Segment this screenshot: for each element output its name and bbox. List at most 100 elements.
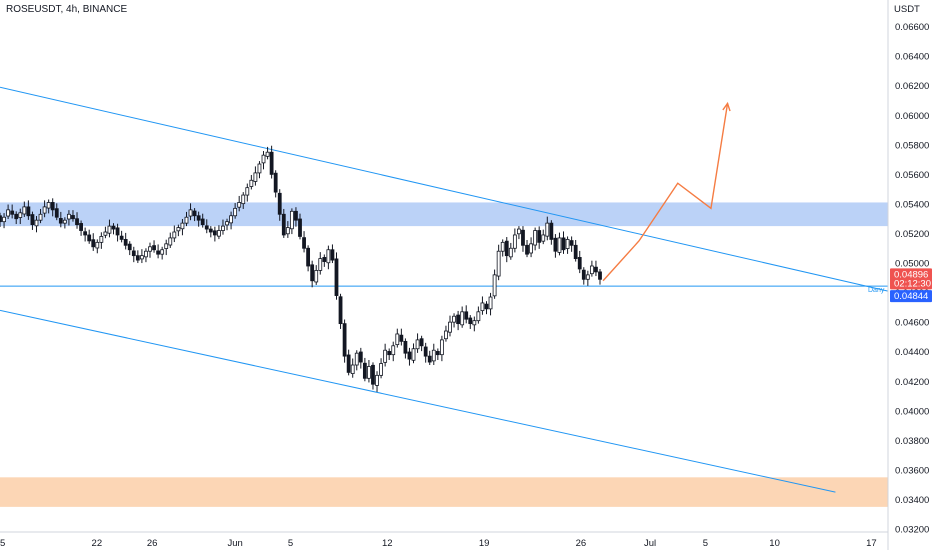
candle bbox=[50, 202, 55, 211]
candle bbox=[298, 218, 302, 237]
candle bbox=[212, 230, 217, 236]
candle bbox=[87, 234, 92, 242]
price-tick-label: 0.04200 bbox=[895, 377, 929, 388]
candle bbox=[561, 237, 566, 251]
time-tick-label: 26 bbox=[147, 538, 158, 549]
price-tick-label: 0.04000 bbox=[895, 406, 929, 417]
candle bbox=[492, 274, 497, 297]
candle bbox=[111, 225, 116, 230]
candle bbox=[581, 269, 586, 280]
price-tick-label: 0.06200 bbox=[895, 81, 929, 92]
projection-arrowhead bbox=[722, 101, 731, 112]
candle bbox=[431, 349, 436, 362]
candle bbox=[411, 348, 416, 361]
candle bbox=[452, 315, 456, 323]
candle bbox=[164, 243, 169, 249]
candle bbox=[172, 231, 177, 239]
candle bbox=[480, 302, 485, 312]
time-tick-label: 22 bbox=[92, 538, 103, 549]
candle bbox=[318, 258, 323, 271]
price-tick-label: 0.05200 bbox=[895, 229, 929, 240]
candle bbox=[245, 187, 250, 196]
candle bbox=[504, 240, 509, 257]
price-tick-label: 0.05800 bbox=[895, 140, 929, 151]
candle bbox=[160, 249, 165, 255]
candle bbox=[403, 340, 408, 354]
candle bbox=[383, 349, 388, 363]
resistance-zone bbox=[0, 202, 888, 227]
level-price-label: 0.04844 bbox=[894, 291, 928, 302]
candle bbox=[294, 210, 298, 221]
level-price-tag: 0.04844 bbox=[890, 290, 932, 303]
price-tick-label: 0.04400 bbox=[895, 347, 929, 358]
candle bbox=[326, 249, 331, 264]
candle bbox=[423, 346, 428, 357]
candle bbox=[144, 250, 148, 258]
candle bbox=[444, 330, 448, 340]
candle bbox=[156, 250, 161, 255]
candle bbox=[354, 352, 359, 366]
price-tick-label: 0.04600 bbox=[895, 318, 929, 329]
candle bbox=[26, 206, 31, 217]
last-price-label: 0.04896 bbox=[894, 269, 928, 280]
candle bbox=[350, 364, 355, 374]
candle bbox=[375, 374, 379, 386]
candle bbox=[18, 212, 23, 218]
price-tick-label: 0.03600 bbox=[895, 465, 929, 476]
candle bbox=[306, 247, 311, 267]
candle bbox=[168, 237, 173, 246]
price-tick-label: 0.05400 bbox=[895, 199, 929, 210]
candle bbox=[334, 258, 339, 296]
candle bbox=[269, 151, 274, 175]
candle bbox=[391, 345, 396, 356]
candle bbox=[22, 206, 27, 215]
candle bbox=[525, 244, 529, 255]
candle bbox=[139, 255, 144, 260]
candle bbox=[541, 234, 546, 242]
candle bbox=[395, 333, 400, 346]
candle bbox=[448, 321, 452, 333]
candle bbox=[58, 218, 63, 224]
price-tick-label: 0.06000 bbox=[895, 111, 929, 122]
time-tick-label: Jun bbox=[227, 538, 242, 549]
candle bbox=[594, 266, 598, 273]
candle bbox=[314, 270, 319, 283]
candle bbox=[464, 311, 469, 320]
candle bbox=[371, 364, 375, 385]
price-tick-label: 0.06400 bbox=[895, 52, 929, 63]
price-tick-label: 0.05600 bbox=[895, 170, 929, 181]
price-tick-label: 0.06600 bbox=[895, 22, 929, 33]
price-tick-label: 0.05000 bbox=[895, 259, 929, 270]
candle bbox=[83, 231, 88, 236]
trendline-1 bbox=[0, 86, 889, 292]
candle bbox=[127, 243, 132, 251]
candle bbox=[184, 216, 189, 224]
candle bbox=[577, 257, 582, 270]
horizontal-level-label: Dany bbox=[868, 287, 885, 294]
candle bbox=[249, 179, 254, 187]
candle bbox=[598, 271, 602, 280]
candle bbox=[362, 362, 367, 379]
candle bbox=[387, 351, 392, 356]
candle bbox=[342, 323, 347, 357]
time-tick-label: 5 bbox=[288, 538, 293, 549]
candle bbox=[472, 320, 477, 326]
price-tick-label: 0.03200 bbox=[895, 525, 929, 536]
support-zone bbox=[0, 477, 888, 507]
candle bbox=[67, 213, 71, 220]
countdown-label: 02:12:30 bbox=[894, 278, 931, 289]
time-tick-label: 12 bbox=[382, 538, 393, 549]
candle bbox=[484, 303, 489, 310]
candle bbox=[521, 229, 525, 246]
candle bbox=[99, 236, 104, 243]
candle bbox=[152, 245, 156, 251]
candle bbox=[277, 192, 282, 215]
candle bbox=[468, 317, 473, 325]
candle bbox=[545, 222, 550, 237]
time-tick-label: 26 bbox=[576, 538, 587, 549]
candle bbox=[488, 296, 493, 310]
trendline-2 bbox=[0, 309, 836, 493]
candle bbox=[135, 255, 140, 261]
candle bbox=[435, 351, 440, 356]
